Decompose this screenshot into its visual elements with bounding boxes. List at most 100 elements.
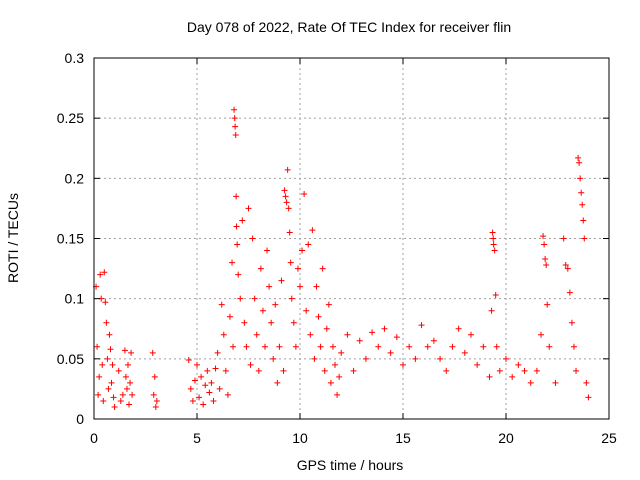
data-point: [541, 241, 548, 248]
data-point: [496, 367, 503, 374]
data-point: [283, 199, 290, 206]
data-point: [566, 289, 573, 296]
data-point: [515, 361, 522, 368]
data-point: [387, 349, 394, 356]
data-point: [272, 301, 279, 308]
data-point: [234, 241, 241, 248]
data-point: [294, 265, 301, 272]
data-point: [562, 261, 569, 268]
data-point: [455, 325, 462, 332]
data-point: [430, 337, 437, 344]
data-point: [214, 349, 221, 356]
x-axis-label: GPS time / hours: [297, 457, 404, 473]
data-point: [117, 397, 124, 404]
data-point: [573, 367, 580, 374]
data-point: [187, 385, 194, 392]
data-point: [315, 313, 322, 320]
data-point: [489, 229, 496, 236]
data-point: [474, 361, 481, 368]
axis-ticks: 0 5 10 15 20 25 0 0.05 0.1 0.15 0.2 0.25 0.3: [57, 50, 617, 446]
data-point: [540, 233, 547, 240]
data-point: [229, 259, 236, 266]
x-tick-label: 20: [498, 430, 514, 446]
data-point: [356, 337, 363, 344]
data-point: [198, 373, 205, 380]
data-point: [107, 346, 114, 353]
data-point: [253, 331, 260, 338]
data-point: [127, 379, 134, 386]
data-point: [105, 385, 112, 392]
data-point: [424, 343, 431, 350]
data-point: [491, 247, 498, 254]
data-point: [538, 331, 545, 338]
data-point: [560, 235, 567, 242]
data-point: [268, 319, 275, 326]
data-points: [93, 106, 592, 410]
data-point: [369, 329, 376, 336]
data-point: [247, 361, 254, 368]
data-point: [226, 313, 233, 320]
data-point: [362, 355, 369, 362]
data-point: [233, 223, 240, 230]
data-point: [200, 401, 207, 408]
data-point: [533, 367, 540, 374]
data-point: [334, 391, 341, 398]
data-point: [110, 394, 117, 401]
data-point: [579, 201, 586, 208]
y-tick-label: 0.15: [57, 231, 84, 247]
data-point: [126, 401, 133, 408]
x-tick-label: 5: [193, 430, 201, 446]
data-point: [297, 283, 303, 290]
data-point: [212, 365, 219, 372]
data-point: [103, 319, 110, 326]
data-point: [288, 295, 295, 302]
data-point: [581, 235, 588, 242]
data-point: [543, 261, 550, 268]
grid-lines: [94, 58, 609, 419]
data-point: [202, 382, 209, 389]
data-point: [266, 283, 273, 290]
data-point: [232, 123, 239, 130]
data-point: [204, 367, 211, 374]
y-tick-label: 0.2: [65, 170, 85, 186]
data-point: [307, 331, 314, 338]
data-point: [97, 271, 104, 278]
data-point: [400, 361, 406, 368]
data-point: [309, 227, 316, 234]
data-point: [486, 373, 493, 380]
data-point: [208, 379, 215, 386]
data-point: [153, 397, 160, 404]
data-point: [327, 379, 334, 386]
data-point: [303, 307, 310, 314]
data-point: [264, 247, 271, 254]
data-point: [449, 343, 456, 350]
data-point: [321, 367, 328, 374]
data-point: [259, 307, 266, 314]
y-tick-label: 0.1: [65, 291, 85, 307]
data-point: [235, 271, 242, 278]
data-point: [102, 299, 109, 306]
data-point: [150, 391, 157, 398]
data-point: [231, 115, 238, 122]
data-point: [249, 235, 256, 242]
data-point: [108, 379, 115, 386]
data-point: [490, 241, 497, 248]
data-point: [99, 361, 106, 368]
data-point: [527, 379, 534, 386]
data-point: [552, 379, 559, 386]
data-point: [96, 373, 103, 380]
data-point: [216, 385, 223, 392]
data-point: [194, 361, 200, 368]
data-point: [233, 193, 240, 200]
data-point: [257, 265, 264, 272]
data-point: [210, 397, 217, 404]
data-point: [493, 343, 500, 350]
data-point: [503, 355, 509, 362]
data-point: [122, 373, 129, 380]
data-point: [406, 343, 413, 350]
data-point: [313, 283, 320, 290]
data-point: [206, 389, 213, 396]
data-point: [585, 394, 592, 401]
data-point: [245, 205, 252, 212]
